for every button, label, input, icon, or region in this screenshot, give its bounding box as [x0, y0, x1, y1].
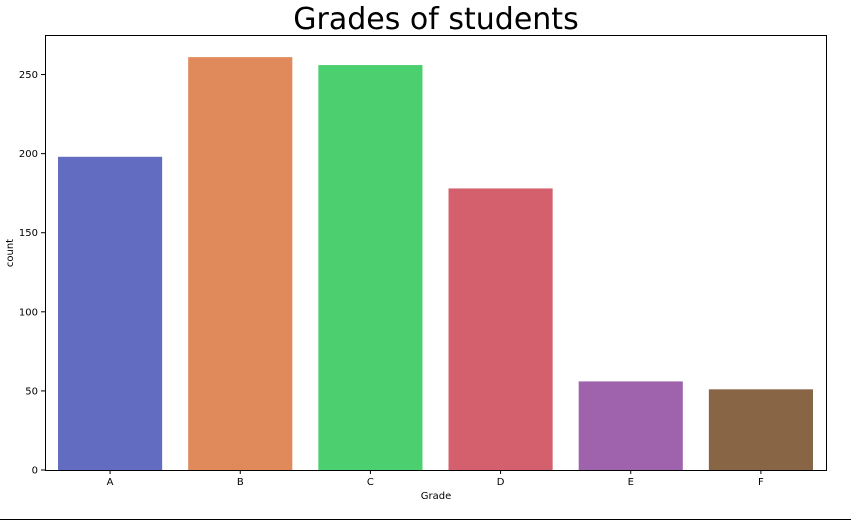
x-tick-label: A — [107, 477, 114, 488]
y-axis-label: count — [5, 239, 16, 267]
bar-B — [188, 57, 293, 471]
x-tick-label: F — [758, 477, 764, 488]
y-axis: 0 50 100 150 200 250 — [19, 70, 45, 477]
y-tick-label: 100 — [19, 307, 38, 318]
bars-group — [58, 57, 813, 471]
bottom-divider — [0, 519, 851, 520]
x-axis: A B C D E F — [107, 470, 764, 488]
y-tick-label: 50 — [25, 386, 38, 397]
bar-A — [58, 156, 163, 471]
bar-E — [578, 381, 683, 470]
x-tick-label: B — [237, 477, 244, 488]
y-tick-label: 200 — [19, 149, 38, 160]
bar-D — [448, 188, 553, 470]
x-tick-label: D — [497, 477, 505, 488]
x-tick-label: E — [628, 477, 634, 488]
y-tick-label: 150 — [19, 228, 38, 239]
x-axis-label: Grade — [421, 491, 452, 502]
y-tick-label: 250 — [19, 70, 38, 81]
plot-frame — [45, 35, 827, 471]
bar-F — [708, 389, 813, 470]
chart-title: Grades of students — [293, 2, 578, 37]
x-tick-label: C — [367, 477, 374, 488]
bar-C — [318, 65, 423, 471]
y-tick-label: 0 — [32, 466, 38, 477]
